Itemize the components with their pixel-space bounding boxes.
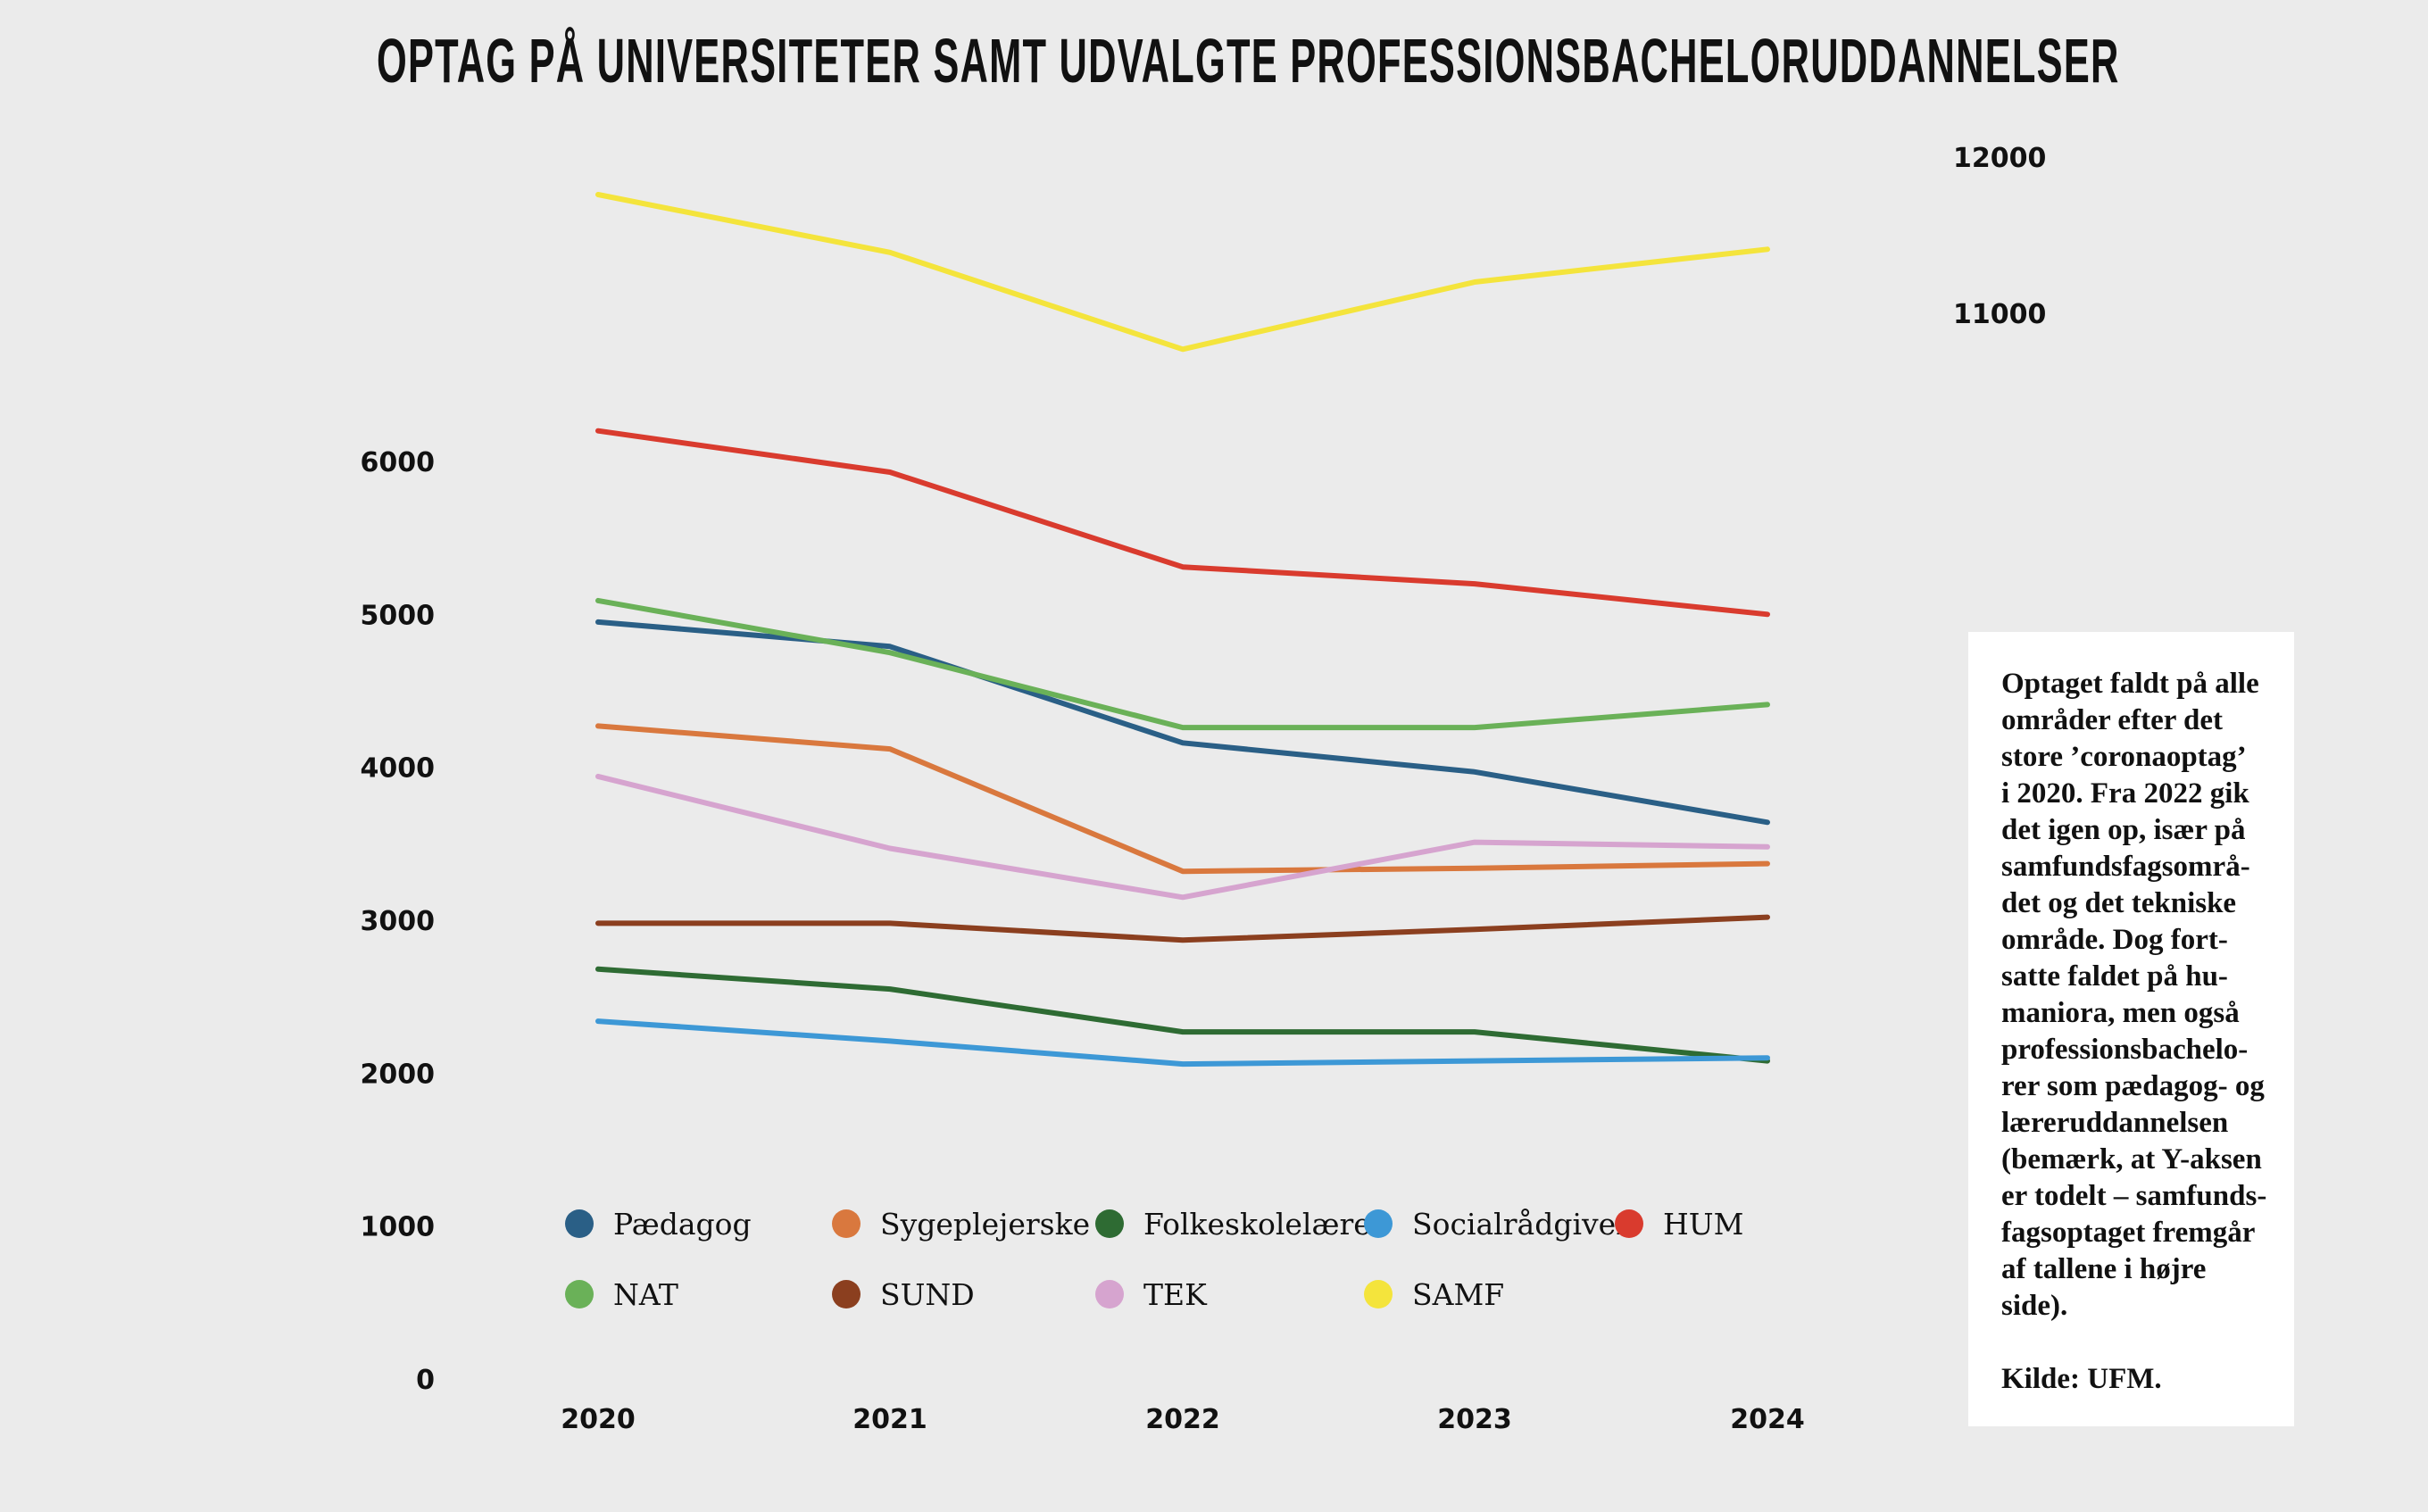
series-line-tek: [595, 773, 1770, 901]
annotation-text: Optaget faldt på alle områder efter det …: [2001, 668, 2267, 1322]
x-tick-label: 2022: [1145, 1404, 1220, 1435]
left-y-axis: 0 1000 2000 3000 4000 5000 6000: [361, 447, 436, 1396]
left-y-tick-label: 4000: [361, 753, 436, 785]
legend-label-hum: HUM: [1663, 1207, 1743, 1242]
chart-title: OPTAG PÅ UNIVERSITETER SAMT UDVALGTE PRO…: [377, 26, 2120, 96]
legend-marker-folkeskolelaerer: [1095, 1209, 1124, 1238]
x-tick-label: 2024: [1730, 1404, 1805, 1435]
legend-marker-nat: [565, 1280, 594, 1308]
legend-marker-paedagog: [565, 1209, 594, 1238]
legend-marker-sygeplejerske: [832, 1209, 861, 1238]
series-line-sund: [595, 914, 1770, 943]
x-tick-label: 2020: [561, 1404, 636, 1435]
legend-label-sund: SUND: [880, 1277, 975, 1312]
left-y-tick-label: 0: [416, 1365, 435, 1396]
series-line-sygeplejerske: [595, 723, 1770, 875]
legend-marker-sund: [832, 1280, 861, 1308]
legend-marker-socialraadgiver: [1364, 1209, 1393, 1238]
legend-label-samf: SAMF: [1412, 1277, 1504, 1312]
left-y-tick-label: 1000: [361, 1212, 436, 1243]
x-tick-label: 2023: [1437, 1404, 1512, 1435]
legend-label-tek: TEK: [1143, 1277, 1208, 1312]
legend-marker-hum: [1615, 1209, 1643, 1238]
legend-label-sygeplejerske: Sygeplejerske: [880, 1207, 1090, 1242]
series-lines: [595, 192, 1770, 1068]
legend-label-nat: NAT: [613, 1277, 678, 1312]
series-line-hum: [595, 428, 1770, 618]
legend-label-folkeskolelaerer: Folkeskolelærer: [1143, 1207, 1385, 1242]
annotation-box: Optaget faldt på alle områder efter det …: [1968, 632, 2294, 1426]
left-y-tick-label: 6000: [361, 447, 436, 478]
left-y-tick-label: 3000: [361, 906, 436, 937]
series-line-folkeskolelaerer: [595, 966, 1770, 1064]
legend-label-paedagog: Pædagog: [613, 1207, 752, 1242]
x-tick-label: 2021: [852, 1404, 927, 1435]
series-line-samf: [595, 192, 1770, 353]
left-y-tick-label: 2000: [361, 1059, 436, 1090]
left-y-tick-label: 5000: [361, 600, 436, 631]
series-line-socialraadgiver: [595, 1018, 1770, 1068]
series-line-paedagog: [595, 619, 1770, 826]
legend-marker-samf: [1364, 1280, 1393, 1308]
right-y-axis: 11000 12000: [1953, 143, 2046, 330]
legend-label-socialraadgiver: Socialrådgiver: [1412, 1207, 1630, 1242]
source-text: Kilde: UFM.: [2001, 1363, 2162, 1395]
legend: Pædagog Sygeplejerske Folkeskolelærer Socia…: [565, 1207, 1743, 1312]
right-y-tick-label: 11000: [1953, 299, 2046, 330]
legend-marker-tek: [1095, 1280, 1124, 1308]
x-axis: 2020 2021 2022 2023 2024: [561, 1404, 1805, 1435]
series-line-nat: [595, 597, 1770, 731]
right-y-tick-label: 12000: [1953, 143, 2046, 174]
